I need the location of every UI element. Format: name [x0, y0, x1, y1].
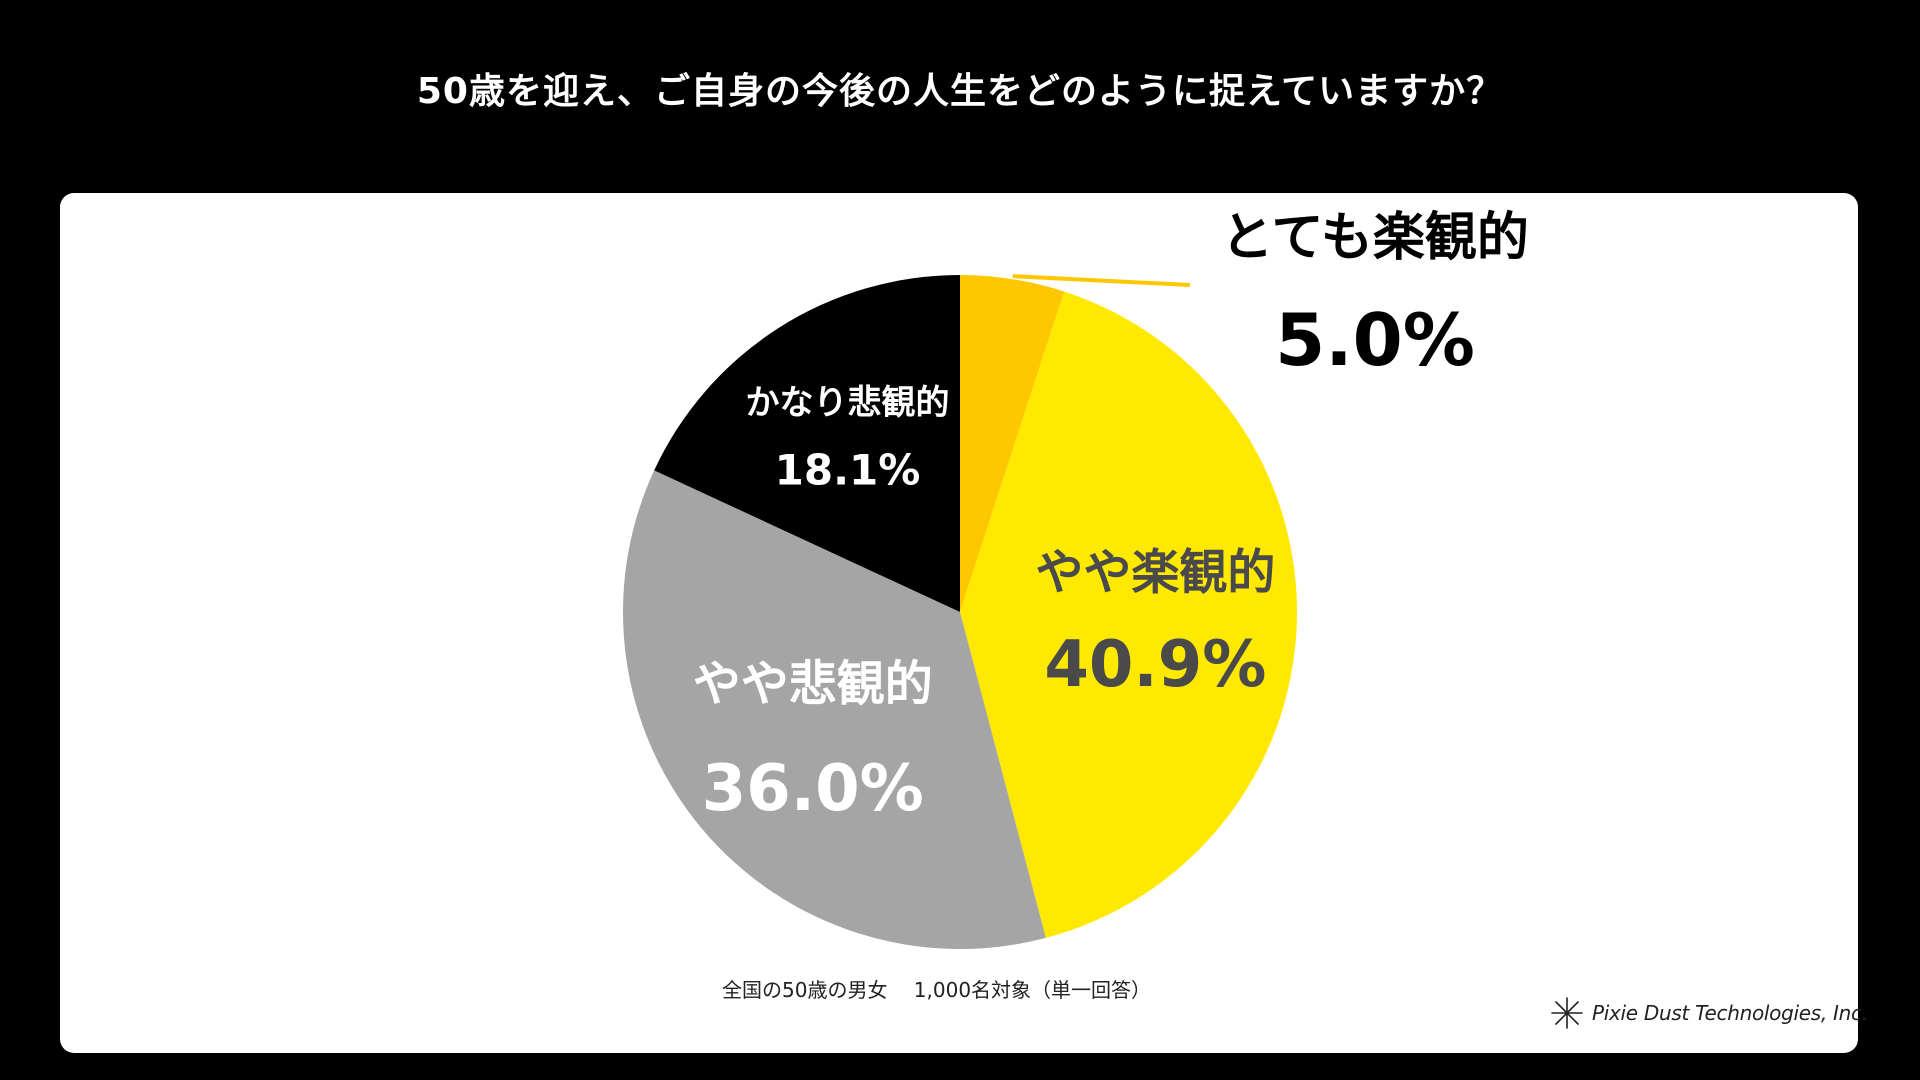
page-title: 50歳を迎え、ご自身の今後の人生をどのように捉えていますか？ [416, 71, 1504, 112]
slice-value-label: 18.1% [775, 446, 921, 495]
slices-layer [622, 275, 1297, 949]
pie-slice [960, 291, 1297, 938]
pie-slice [960, 275, 1065, 612]
asterisk-logo-icon [1551, 997, 1583, 1029]
slice-label: かなり悲観的 [745, 383, 949, 423]
slice-label: やや悲観的 [693, 656, 933, 712]
slice-label: とても楽観的 [1221, 208, 1529, 268]
callout-leader-line [1012, 274, 1191, 287]
pie-slice [654, 275, 960, 612]
slice-value-label: 5.0% [1275, 298, 1475, 382]
logo-text: Pixie Dust Technologies, Inc. [1592, 1001, 1868, 1025]
slice-value-label: 40.9% [1044, 628, 1266, 702]
labels-layer: とても楽観的 5.0% やや楽観的 40.9% やや悲観的 36.0% かなり悲観的 18.1… [693, 208, 1529, 826]
slice-label: やや楽観的 [1035, 544, 1275, 600]
slice-value-label: 36.0% [702, 752, 924, 826]
survey-footnote: 全国の50歳の男女 1,000名対象（単一回答） [722, 978, 1152, 1002]
company-logo: Pixie Dust Technologies, Inc. [1550, 996, 1868, 1030]
pie-slice [622, 470, 1046, 949]
